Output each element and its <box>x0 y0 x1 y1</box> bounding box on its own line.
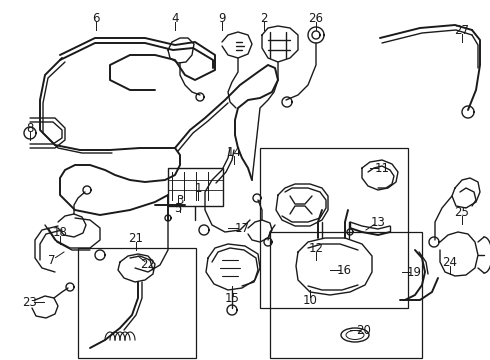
Ellipse shape <box>346 330 364 339</box>
Text: 16: 16 <box>337 264 351 276</box>
Text: 20: 20 <box>357 324 371 337</box>
Text: 19: 19 <box>407 266 421 279</box>
Text: 9: 9 <box>218 12 226 24</box>
Text: 7: 7 <box>48 253 56 266</box>
Bar <box>168 168 223 206</box>
Text: 15: 15 <box>224 292 240 305</box>
Text: 14: 14 <box>226 145 242 158</box>
Text: 17: 17 <box>235 221 249 234</box>
Text: 23: 23 <box>23 296 37 309</box>
Text: 26: 26 <box>309 12 323 24</box>
Text: 8: 8 <box>26 122 34 135</box>
Text: 2: 2 <box>260 12 268 24</box>
Text: 18: 18 <box>52 225 68 238</box>
Text: 13: 13 <box>370 216 386 229</box>
Text: 1: 1 <box>194 181 202 194</box>
Bar <box>270 232 422 358</box>
Text: 24: 24 <box>442 256 458 269</box>
Ellipse shape <box>341 328 369 342</box>
Text: 25: 25 <box>455 206 469 219</box>
Bar <box>260 148 408 308</box>
Text: 4: 4 <box>171 12 179 24</box>
Text: 27: 27 <box>455 23 469 36</box>
Text: 12: 12 <box>309 242 323 255</box>
Text: 10: 10 <box>302 293 318 306</box>
Text: 21: 21 <box>128 231 144 244</box>
Text: 6: 6 <box>92 12 100 24</box>
Text: 11: 11 <box>374 162 390 175</box>
Text: 3: 3 <box>176 194 184 207</box>
Text: 5: 5 <box>174 202 182 215</box>
Text: 22: 22 <box>141 257 155 270</box>
Bar <box>78 248 196 358</box>
